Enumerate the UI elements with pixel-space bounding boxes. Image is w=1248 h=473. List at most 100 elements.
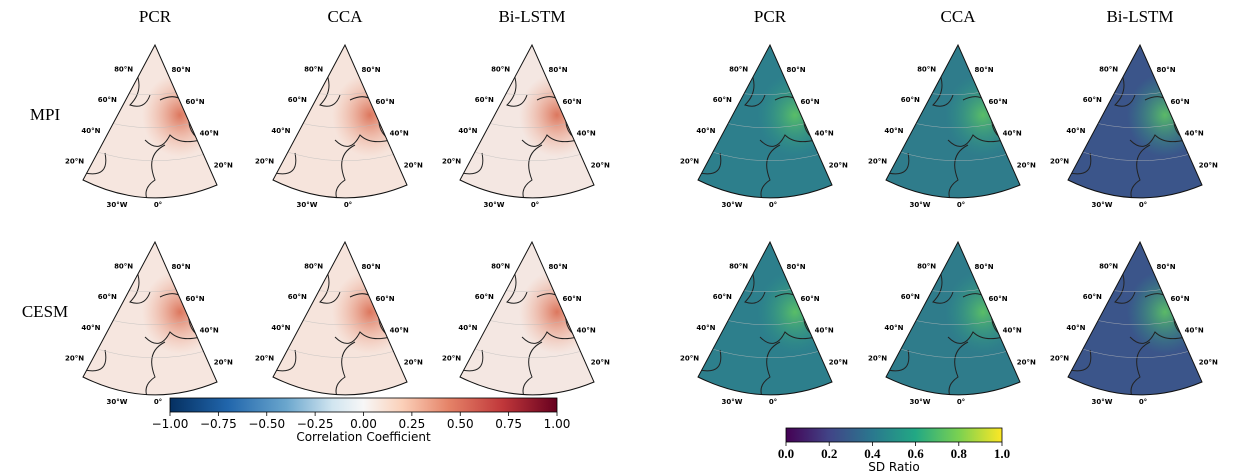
graticule <box>1075 149 1195 161</box>
lat-label: 80°N <box>361 66 380 74</box>
lat-label: 20°N <box>868 157 887 165</box>
lat-label: 80°N <box>361 263 380 271</box>
lat-label: 20°N <box>680 354 699 362</box>
lat-label: 20°N <box>1017 162 1036 170</box>
lat-label: 80°N <box>548 66 567 74</box>
lat-label: 60°N <box>989 295 1008 303</box>
lat-label: 20°N <box>404 359 423 367</box>
lon-label: 30°W <box>722 398 743 406</box>
lat-label: 40°N <box>1185 130 1204 138</box>
lat-label: 80°N <box>114 65 133 73</box>
row-label: CESM <box>22 302 68 321</box>
map-border <box>82 43 218 199</box>
lat-label: 80°N <box>1156 66 1175 74</box>
lat-label: 40°N <box>390 327 409 335</box>
lat-label: 60°N <box>1171 98 1190 106</box>
lat-label: 60°N <box>713 96 732 104</box>
lon-label: 30°W <box>910 201 931 209</box>
hotspot <box>757 270 832 354</box>
colorbar-label: SD Ratio <box>868 460 919 473</box>
graticule <box>280 149 400 161</box>
lat-label: 80°N <box>974 66 993 74</box>
lat-label: 20°N <box>214 162 233 170</box>
colorbar-tick-label: 1.00 <box>544 417 571 431</box>
graticule <box>705 149 825 161</box>
map-border <box>697 43 833 199</box>
lat-label: 60°N <box>1083 293 1102 301</box>
hotspot <box>1127 73 1202 157</box>
map-border <box>885 240 1021 396</box>
column-title: PCR <box>139 7 172 26</box>
lon-label: 30°W <box>910 398 931 406</box>
lat-label: 40°N <box>458 324 477 332</box>
lon-label: 0° <box>154 201 162 209</box>
colorbar-tick-label: 0.8 <box>951 446 968 461</box>
lat-label: 40°N <box>1003 327 1022 335</box>
lat-label: 20°N <box>214 359 233 367</box>
colorbar-tick-label: −0.25 <box>297 417 334 431</box>
lat-label: 80°N <box>171 263 190 271</box>
column-title: Bi-LSTM <box>498 7 565 26</box>
lat-label: 40°N <box>884 127 903 135</box>
graticule <box>280 346 400 358</box>
lat-label: 80°N <box>171 66 190 74</box>
lat-label: 80°N <box>1099 65 1118 73</box>
map-border <box>272 240 408 396</box>
lat-label: 60°N <box>186 295 205 303</box>
map-border <box>459 240 595 396</box>
lat-label: 20°N <box>404 162 423 170</box>
lat-label: 20°N <box>1050 354 1069 362</box>
colorbar <box>785 427 1003 443</box>
lat-label: 20°N <box>1017 359 1036 367</box>
lon-label: 0° <box>769 398 777 406</box>
hotspot <box>142 270 217 354</box>
lon-label: 30°W <box>484 201 505 209</box>
graticule <box>90 346 210 358</box>
lat-label: 20°N <box>591 162 610 170</box>
colorbar-tick-label: −1.00 <box>152 417 189 431</box>
lat-label: 60°N <box>376 98 395 106</box>
lat-label: 60°N <box>186 98 205 106</box>
lat-label: 40°N <box>81 324 100 332</box>
lat-label: 40°N <box>1066 324 1085 332</box>
map-border <box>82 240 218 396</box>
lat-label: 80°N <box>114 262 133 270</box>
lat-label: 80°N <box>491 65 510 73</box>
map: 80°N80°N60°N60°N40°N40°N20°N20°N30°W0° <box>442 240 610 406</box>
colorbar-tick-label: 0.75 <box>495 417 522 431</box>
lat-label: 60°N <box>801 295 820 303</box>
lat-label: 80°N <box>304 65 323 73</box>
lat-label: 20°N <box>1199 162 1218 170</box>
lon-label: 30°W <box>107 201 128 209</box>
lat-label: 40°N <box>1066 127 1085 135</box>
lat-label: 40°N <box>815 327 834 335</box>
graticule <box>893 149 1013 161</box>
lat-label: 80°N <box>917 262 936 270</box>
colorbar-tick-label: 0.25 <box>399 417 426 431</box>
lat-label: 20°N <box>680 157 699 165</box>
lat-label: 40°N <box>1003 130 1022 138</box>
lon-label: 0° <box>154 398 162 406</box>
lat-label: 60°N <box>1083 96 1102 104</box>
lat-label: 20°N <box>442 354 461 362</box>
lon-label: 30°W <box>297 201 318 209</box>
lat-label: 60°N <box>288 96 307 104</box>
lon-label: 0° <box>957 398 965 406</box>
lat-label: 80°N <box>786 66 805 74</box>
lat-label: 20°N <box>829 162 848 170</box>
lat-label: 20°N <box>255 157 274 165</box>
lon-label: 0° <box>1139 398 1147 406</box>
lat-label: 60°N <box>98 96 117 104</box>
lat-label: 60°N <box>901 96 920 104</box>
lon-label: 0° <box>1139 201 1147 209</box>
column-title: CCA <box>941 7 977 26</box>
lat-label: 80°N <box>786 263 805 271</box>
lat-label: 20°N <box>868 354 887 362</box>
lon-label: 30°W <box>107 398 128 406</box>
lat-label: 80°N <box>491 262 510 270</box>
lon-label: 0° <box>769 201 777 209</box>
lat-label: 20°N <box>442 157 461 165</box>
